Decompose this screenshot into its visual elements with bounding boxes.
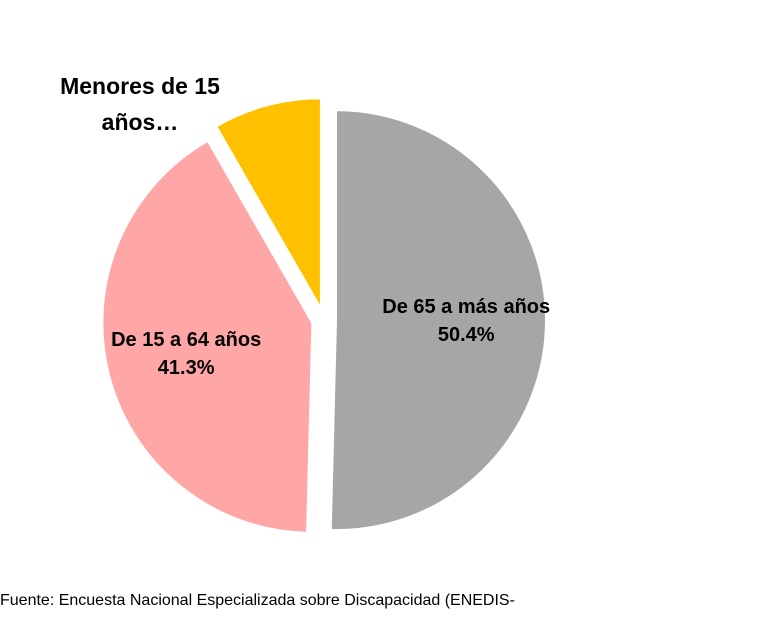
slice-label: De 15 a 64 años — [111, 329, 261, 351]
slice-label: Menores de 15 años… — [60, 73, 220, 135]
slice-value-label: 50.4% — [438, 324, 495, 346]
source-note: Fuente: Encuesta Nacional Especializada … — [0, 592, 515, 609]
pie-slice — [329, 109, 548, 532]
slice-label-box: Menores de 15 años… — [60, 73, 220, 135]
pie-slice — [101, 139, 314, 534]
slice-label: De 65 a más años — [382, 296, 550, 318]
slice-value-label: 41.3% — [158, 357, 215, 379]
pie-slice — [214, 97, 322, 313]
